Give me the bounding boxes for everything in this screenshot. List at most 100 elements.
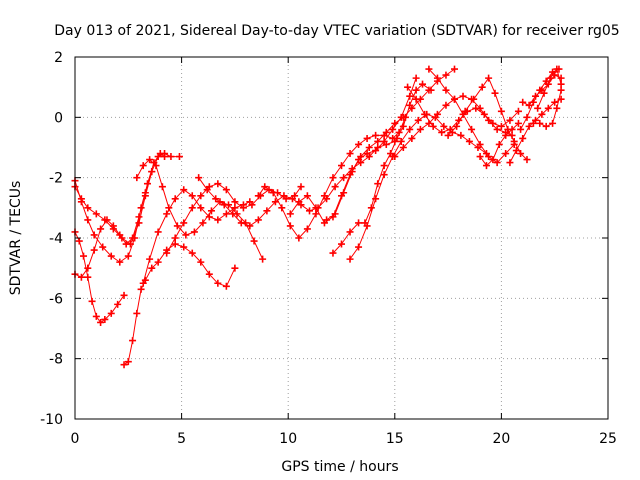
data-point-marker — [355, 243, 363, 251]
data-point-marker — [107, 252, 115, 260]
data-point-marker — [116, 231, 124, 239]
series-arc-3 — [71, 228, 128, 326]
data-point-marker — [129, 337, 137, 345]
y-tick-label: 2 — [54, 50, 63, 66]
data-point-marker — [406, 101, 414, 109]
data-point-marker — [506, 159, 514, 167]
x-tick-label: 25 — [599, 431, 617, 447]
data-point-marker — [382, 128, 390, 136]
data-point-marker — [148, 264, 156, 272]
data-point-marker — [124, 252, 132, 260]
data-point-marker — [540, 89, 548, 97]
data-point-marker — [523, 156, 531, 164]
data-point-marker — [246, 222, 254, 230]
series-trace — [123, 243, 236, 366]
data-point-marker — [222, 210, 230, 218]
data-point-marker — [367, 204, 375, 212]
data-point-marker — [508, 125, 516, 133]
data-point-marker — [551, 98, 559, 106]
data-point-marker — [171, 234, 179, 242]
data-point-marker — [433, 110, 441, 118]
data-point-marker — [303, 192, 311, 200]
data-point-marker — [459, 92, 467, 100]
data-point-marker — [346, 150, 354, 158]
series-arc-13 — [329, 80, 435, 257]
data-point-marker — [372, 195, 380, 203]
series-arc-5 — [120, 240, 239, 369]
data-point-marker — [338, 162, 345, 170]
series-arc-20 — [506, 95, 565, 167]
data-point-marker — [229, 210, 237, 218]
x-axis-label: GPS time / hours — [281, 459, 398, 475]
series-arc-12 — [323, 65, 458, 224]
data-point-marker — [77, 273, 85, 281]
data-point-marker — [205, 213, 213, 221]
data-point-marker — [532, 92, 540, 100]
x-tick-label: 5 — [177, 431, 186, 447]
x-tick-label: 15 — [386, 431, 404, 447]
data-point-marker — [199, 219, 207, 227]
y-tick-label: -10 — [40, 412, 63, 428]
data-point-marker — [237, 219, 245, 227]
data-point-marker — [470, 95, 478, 103]
data-point-marker — [519, 98, 527, 106]
x-tick-label: 10 — [279, 431, 297, 447]
series-layer — [71, 65, 565, 369]
data-point-marker — [461, 107, 469, 115]
data-point-marker — [180, 243, 188, 251]
data-point-marker — [363, 222, 371, 230]
data-point-marker — [320, 192, 328, 200]
grid-layer — [75, 57, 608, 419]
data-point-marker — [154, 258, 162, 266]
data-point-marker — [139, 162, 147, 170]
data-point-marker — [212, 195, 220, 203]
data-point-marker — [254, 192, 262, 200]
data-point-marker — [480, 110, 488, 118]
data-point-marker — [148, 168, 156, 176]
data-point-marker — [433, 74, 441, 82]
data-point-marker — [188, 204, 196, 212]
data-point-marker — [412, 95, 420, 103]
data-point-marker — [109, 222, 117, 230]
data-point-marker — [146, 156, 154, 164]
series-trace — [428, 68, 515, 164]
y-axis-label: SDTVAR / TECUs — [8, 181, 24, 296]
data-point-marker — [250, 237, 258, 245]
data-point-marker — [397, 137, 405, 145]
data-point-marker — [220, 201, 228, 209]
y-tick-label: -2 — [49, 171, 63, 187]
data-point-marker — [90, 246, 98, 254]
data-point-marker — [331, 183, 339, 191]
data-point-marker — [465, 137, 473, 145]
data-point-marker — [329, 174, 337, 182]
data-point-marker — [553, 104, 561, 112]
data-point-marker — [399, 144, 407, 151]
data-point-marker — [312, 210, 320, 218]
data-point-marker — [203, 186, 211, 194]
data-point-marker — [263, 207, 271, 215]
data-point-marker — [92, 312, 100, 320]
data-point-marker — [536, 119, 544, 127]
data-point-marker — [231, 264, 239, 272]
data-point-marker — [122, 240, 130, 248]
data-point-marker — [525, 122, 533, 130]
data-point-marker — [135, 213, 143, 221]
data-point-marker — [502, 150, 510, 158]
data-point-marker — [372, 131, 380, 139]
data-point-marker — [491, 89, 499, 97]
data-point-marker — [380, 171, 388, 179]
data-point-marker — [489, 156, 497, 164]
data-point-marker — [205, 270, 213, 278]
data-point-marker — [231, 204, 239, 212]
data-point-marker — [346, 228, 354, 236]
data-point-marker — [476, 140, 484, 148]
data-point-marker — [399, 122, 407, 130]
data-point-marker — [163, 249, 171, 257]
data-point-marker — [171, 195, 179, 203]
data-point-marker — [406, 125, 414, 133]
data-point-marker — [171, 240, 179, 248]
data-point-marker — [80, 252, 88, 260]
data-point-marker — [84, 264, 92, 272]
data-point-marker — [450, 95, 458, 103]
data-point-marker — [77, 198, 85, 206]
